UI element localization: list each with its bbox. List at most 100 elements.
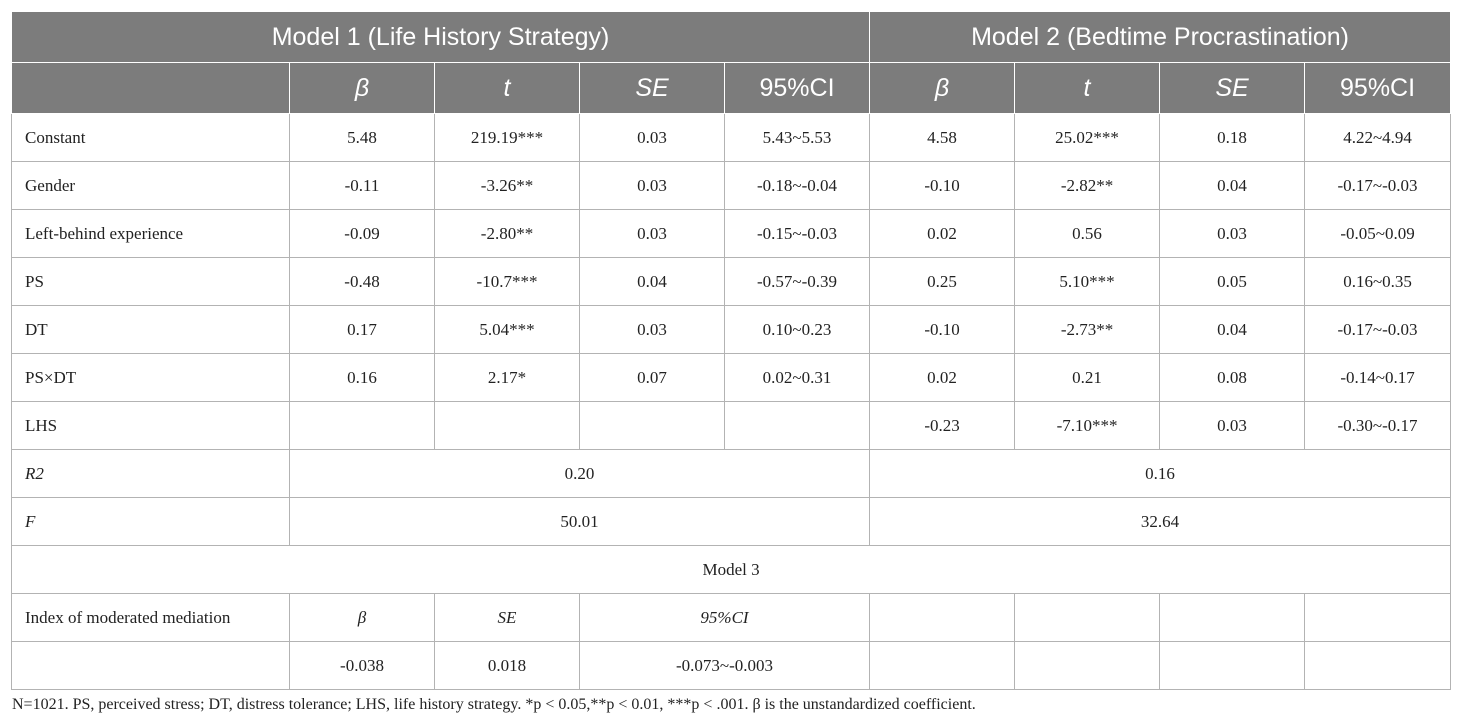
f-model1: 50.01 (288, 497, 871, 546)
m2-beta-header: β (869, 62, 1016, 114)
cell: 0.16 (289, 353, 435, 402)
model3-values-row: -0.038 0.018 -0.073~-0.003 (11, 641, 1452, 690)
r2-model1: 0.20 (288, 449, 871, 498)
row-label: Left-behind experience (11, 209, 290, 258)
table-row: Constant 5.48 219.19*** 0.03 5.43~5.53 4… (11, 113, 1452, 162)
m3-ci: -0.073~-0.003 (578, 641, 871, 690)
m3-beta: -0.038 (289, 641, 435, 690)
row-label: Gender (11, 161, 290, 210)
cell: 25.02*** (1014, 113, 1161, 162)
cell: -2.80** (434, 209, 580, 258)
cell: -0.11 (289, 161, 435, 210)
f-model2: 32.64 (869, 497, 1452, 546)
cell: -0.18~-0.04 (723, 161, 871, 210)
r2-model2: 0.16 (869, 449, 1452, 498)
table-row: LHS -0.23 -7.10*** 0.03 -0.30~-0.17 (11, 401, 1452, 450)
cell: 0.56 (1014, 209, 1161, 258)
empty-cell (1159, 593, 1306, 642)
empty-cell (869, 641, 1016, 690)
cell: -0.10 (869, 305, 1016, 354)
r2-row: R2 0.20 0.16 (11, 449, 1452, 498)
m1-se-header: SE (579, 62, 725, 114)
row-label: PS×DT (11, 353, 290, 402)
m3-se-header: SE (434, 593, 580, 642)
cell: -10.7*** (434, 257, 580, 306)
table-row: Gender -0.11 -3.26** 0.03 -0.18~-0.04 -0… (11, 161, 1452, 210)
cell: -0.30~-0.17 (1304, 401, 1452, 450)
m3-ci-header: 95%CI (578, 593, 871, 642)
cell: -0.14~0.17 (1304, 353, 1452, 402)
cell: 0.10~0.23 (723, 305, 871, 354)
cell: 219.19*** (434, 113, 580, 162)
row-label: Constant (11, 113, 290, 162)
table-row: Left-behind experience -0.09 -2.80** 0.0… (11, 209, 1452, 258)
cell: -0.05~0.09 (1304, 209, 1452, 258)
model1-header: Model 1 (Life History Strategy) (10, 11, 871, 63)
cell: 5.10*** (1014, 257, 1161, 306)
cell: -0.17~-0.03 (1304, 161, 1452, 210)
row-label: PS (11, 257, 290, 306)
cell: 0.03 (1159, 209, 1306, 258)
empty-cell (1159, 641, 1306, 690)
cell: 0.17 (289, 305, 435, 354)
model3-title: Model 3 (10, 545, 1452, 594)
f-row: F 50.01 32.64 (11, 497, 1452, 546)
empty-cell (869, 593, 1016, 642)
row-label: DT (11, 305, 290, 354)
cell: 0.25 (869, 257, 1016, 306)
cell: -0.48 (289, 257, 435, 306)
empty-cell (11, 641, 290, 690)
index-label: Index of moderated mediation (11, 593, 290, 642)
cell: -0.23 (869, 401, 1016, 450)
cell: 0.21 (1014, 353, 1161, 402)
cell: 5.43~5.53 (723, 113, 871, 162)
empty-cell (1304, 593, 1452, 642)
cell: 0.04 (579, 257, 725, 306)
cell: -3.26** (434, 161, 580, 210)
table-footnote: N=1021. PS, perceived stress; DT, distre… (12, 696, 976, 713)
f-label: F (11, 497, 290, 546)
m2-t-header: t (1014, 62, 1161, 114)
cell: 5.04*** (434, 305, 580, 354)
m1-t-header: t (434, 62, 580, 114)
cell: 0.05 (1159, 257, 1306, 306)
cell: 0.02 (869, 353, 1016, 402)
model2-header: Model 2 (Bedtime Procrastination) (869, 11, 1452, 63)
cell: 0.02~0.31 (723, 353, 871, 402)
cell: 0.16~0.35 (1304, 257, 1452, 306)
model3-row: Model 3 (10, 545, 1452, 594)
table-row: PS×DT 0.16 2.17* 0.07 0.02~0.31 0.02 0.2… (11, 353, 1452, 402)
cell: 0.03 (579, 113, 725, 162)
empty-cell (1304, 641, 1452, 690)
cell: 4.22~4.94 (1304, 113, 1452, 162)
cell (434, 401, 580, 450)
r2-label: R2 (11, 449, 290, 498)
cell: 0.07 (579, 353, 725, 402)
cell: 0.08 (1159, 353, 1306, 402)
cell: -0.15~-0.03 (723, 209, 871, 258)
cell: -0.10 (869, 161, 1016, 210)
cell: 0.02 (869, 209, 1016, 258)
cell: -0.57~-0.39 (723, 257, 871, 306)
cell: 2.17* (434, 353, 580, 402)
cell: 0.03 (579, 305, 725, 354)
cell (579, 401, 725, 450)
model3-header-row: Index of moderated mediation β SE 95%CI (11, 593, 1452, 642)
cell: -0.17~-0.03 (1304, 305, 1452, 354)
cell: 4.58 (869, 113, 1016, 162)
m3-se: 0.018 (434, 641, 580, 690)
cell: 0.04 (1159, 305, 1306, 354)
cell: -0.09 (289, 209, 435, 258)
table-row: DT 0.17 5.04*** 0.03 0.10~0.23 -0.10 -2.… (11, 305, 1452, 354)
cell: 5.48 (289, 113, 435, 162)
m2-ci-header: 95%CI (1304, 62, 1452, 114)
empty-cell (1014, 641, 1161, 690)
cell: 0.03 (579, 161, 725, 210)
cell (289, 401, 435, 450)
cell: 0.03 (579, 209, 725, 258)
cell: 0.03 (1159, 401, 1306, 450)
cell: -2.73** (1014, 305, 1161, 354)
m1-beta-header: β (289, 62, 435, 114)
m2-se-header: SE (1159, 62, 1306, 114)
m1-ci-header: 95%CI (723, 62, 871, 114)
